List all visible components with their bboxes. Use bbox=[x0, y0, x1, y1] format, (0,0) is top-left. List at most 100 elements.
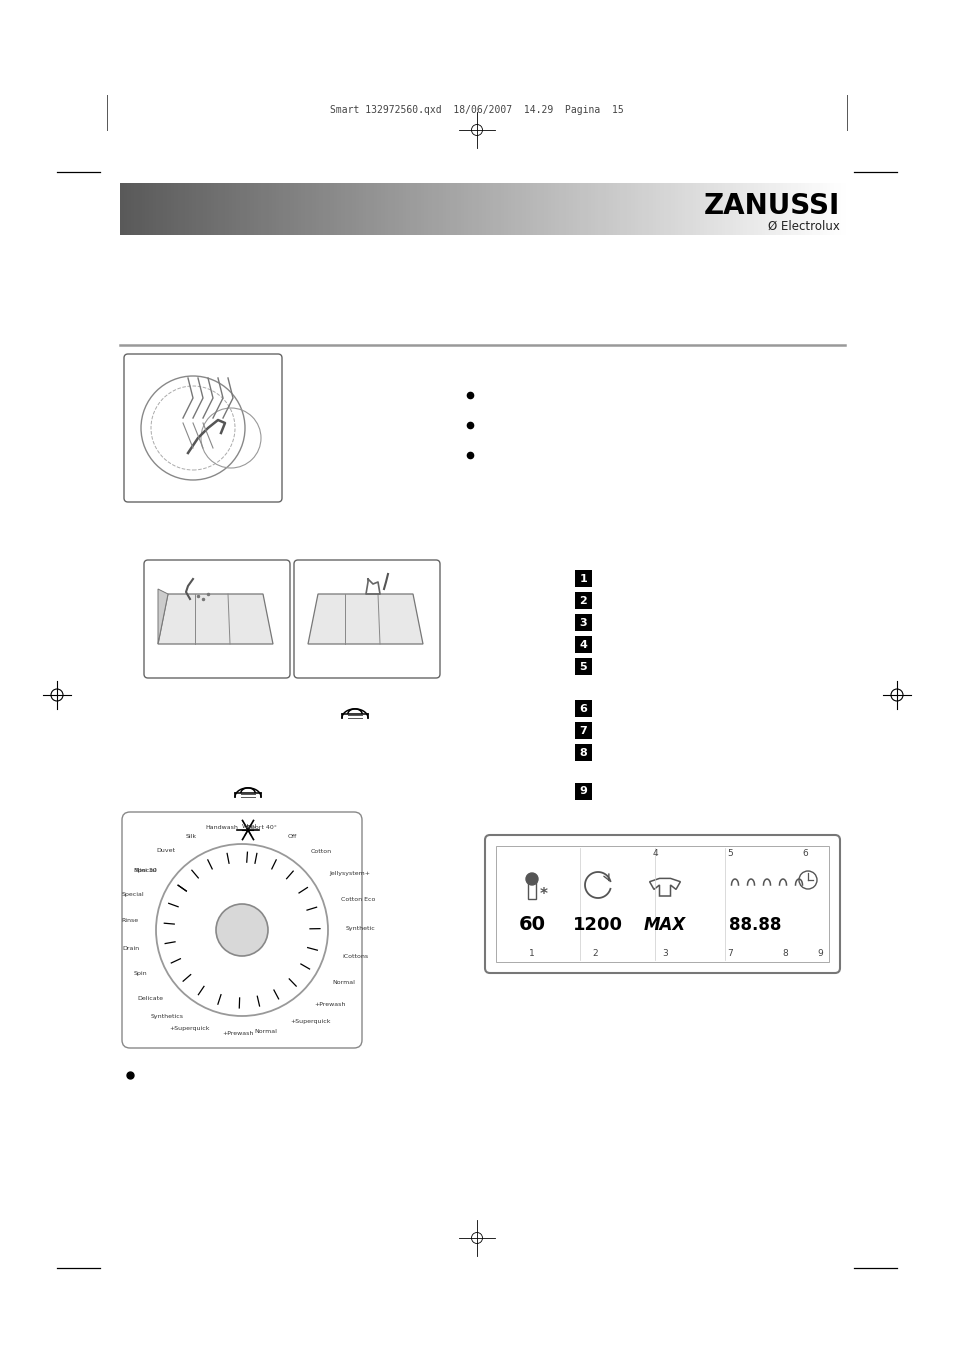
Text: 5: 5 bbox=[579, 662, 587, 671]
Text: 88.88: 88.88 bbox=[728, 917, 781, 934]
Text: Sport 40°: Sport 40° bbox=[247, 825, 276, 830]
Bar bbox=[294, 184, 299, 235]
Bar bbox=[706, 184, 712, 235]
Text: Smart 132972560.qxd  18/06/2007  14.29  Pagina  15: Smart 132972560.qxd 18/06/2007 14.29 Pag… bbox=[330, 105, 623, 115]
Bar bbox=[167, 184, 172, 235]
Bar bbox=[649, 184, 654, 235]
Text: Silk: Silk bbox=[185, 834, 196, 840]
Bar bbox=[786, 184, 791, 235]
Bar bbox=[575, 593, 592, 609]
Bar bbox=[718, 184, 722, 235]
Bar bbox=[196, 184, 201, 235]
Bar bbox=[127, 184, 132, 235]
Bar bbox=[527, 882, 536, 899]
Text: 9: 9 bbox=[579, 787, 587, 796]
Bar bbox=[374, 184, 378, 235]
Bar bbox=[124, 184, 129, 235]
Bar bbox=[804, 184, 809, 235]
Bar bbox=[678, 184, 682, 235]
Bar bbox=[688, 184, 694, 235]
Bar bbox=[475, 184, 480, 235]
Bar bbox=[265, 184, 270, 235]
Bar bbox=[450, 184, 455, 235]
Bar bbox=[120, 184, 125, 235]
Bar bbox=[229, 184, 233, 235]
Bar bbox=[760, 184, 766, 235]
Bar bbox=[489, 184, 495, 235]
Bar bbox=[493, 184, 498, 235]
Text: +Prewash: +Prewash bbox=[314, 1002, 345, 1007]
Bar bbox=[269, 184, 274, 235]
Bar bbox=[275, 184, 281, 235]
Bar bbox=[432, 184, 436, 235]
Bar bbox=[243, 184, 248, 235]
Bar bbox=[388, 184, 393, 235]
Bar bbox=[181, 184, 187, 235]
Text: Handwash: Handwash bbox=[206, 825, 238, 830]
Bar bbox=[163, 184, 169, 235]
Bar bbox=[575, 614, 592, 630]
Text: Mini 30: Mini 30 bbox=[134, 868, 156, 873]
Text: Synthetic: Synthetic bbox=[346, 926, 375, 930]
Bar bbox=[500, 184, 505, 235]
Bar bbox=[486, 184, 491, 235]
Bar bbox=[779, 184, 784, 235]
Bar bbox=[627, 184, 632, 235]
Bar bbox=[575, 783, 592, 801]
Bar bbox=[468, 184, 473, 235]
Bar bbox=[174, 184, 179, 235]
Bar bbox=[721, 184, 726, 235]
Bar bbox=[758, 184, 762, 235]
Text: +Superquick: +Superquick bbox=[291, 1019, 331, 1025]
Bar bbox=[613, 184, 618, 235]
Bar bbox=[822, 184, 827, 235]
Text: 8: 8 bbox=[781, 949, 787, 958]
Bar bbox=[145, 184, 151, 235]
Bar bbox=[575, 722, 592, 738]
Text: Off: Off bbox=[287, 834, 296, 840]
Text: Drain: Drain bbox=[122, 945, 139, 950]
Text: Special: Special bbox=[134, 868, 156, 873]
Bar bbox=[160, 184, 165, 235]
Bar bbox=[453, 184, 458, 235]
Bar bbox=[247, 184, 252, 235]
Bar bbox=[826, 184, 831, 235]
Bar bbox=[323, 184, 328, 235]
Bar bbox=[233, 184, 237, 235]
Bar bbox=[456, 184, 462, 235]
Text: Ø Electrolux: Ø Electrolux bbox=[767, 220, 840, 232]
Bar bbox=[740, 184, 744, 235]
Bar bbox=[631, 184, 636, 235]
Polygon shape bbox=[158, 594, 273, 644]
Bar bbox=[724, 184, 730, 235]
Bar bbox=[558, 184, 563, 235]
Text: MAX: MAX bbox=[643, 917, 685, 934]
Bar bbox=[674, 184, 679, 235]
Bar bbox=[435, 184, 440, 235]
Bar bbox=[732, 184, 737, 235]
Bar bbox=[482, 184, 487, 235]
Bar bbox=[667, 184, 672, 235]
Bar bbox=[138, 184, 143, 235]
Bar bbox=[790, 184, 795, 235]
Bar bbox=[261, 184, 266, 235]
Bar bbox=[742, 184, 748, 235]
Bar bbox=[416, 184, 422, 235]
Bar bbox=[362, 184, 368, 235]
Bar bbox=[214, 184, 219, 235]
Bar bbox=[692, 184, 698, 235]
Bar bbox=[189, 184, 193, 235]
Bar bbox=[750, 184, 755, 235]
Bar bbox=[471, 184, 476, 235]
Text: 8: 8 bbox=[579, 748, 587, 757]
Bar bbox=[464, 184, 469, 235]
Bar bbox=[522, 184, 527, 235]
Bar bbox=[575, 701, 592, 717]
Bar bbox=[239, 184, 245, 235]
Bar bbox=[577, 184, 581, 235]
Bar bbox=[326, 184, 332, 235]
Bar bbox=[794, 184, 799, 235]
Bar bbox=[598, 184, 603, 235]
Bar bbox=[685, 184, 690, 235]
Bar bbox=[496, 846, 828, 963]
